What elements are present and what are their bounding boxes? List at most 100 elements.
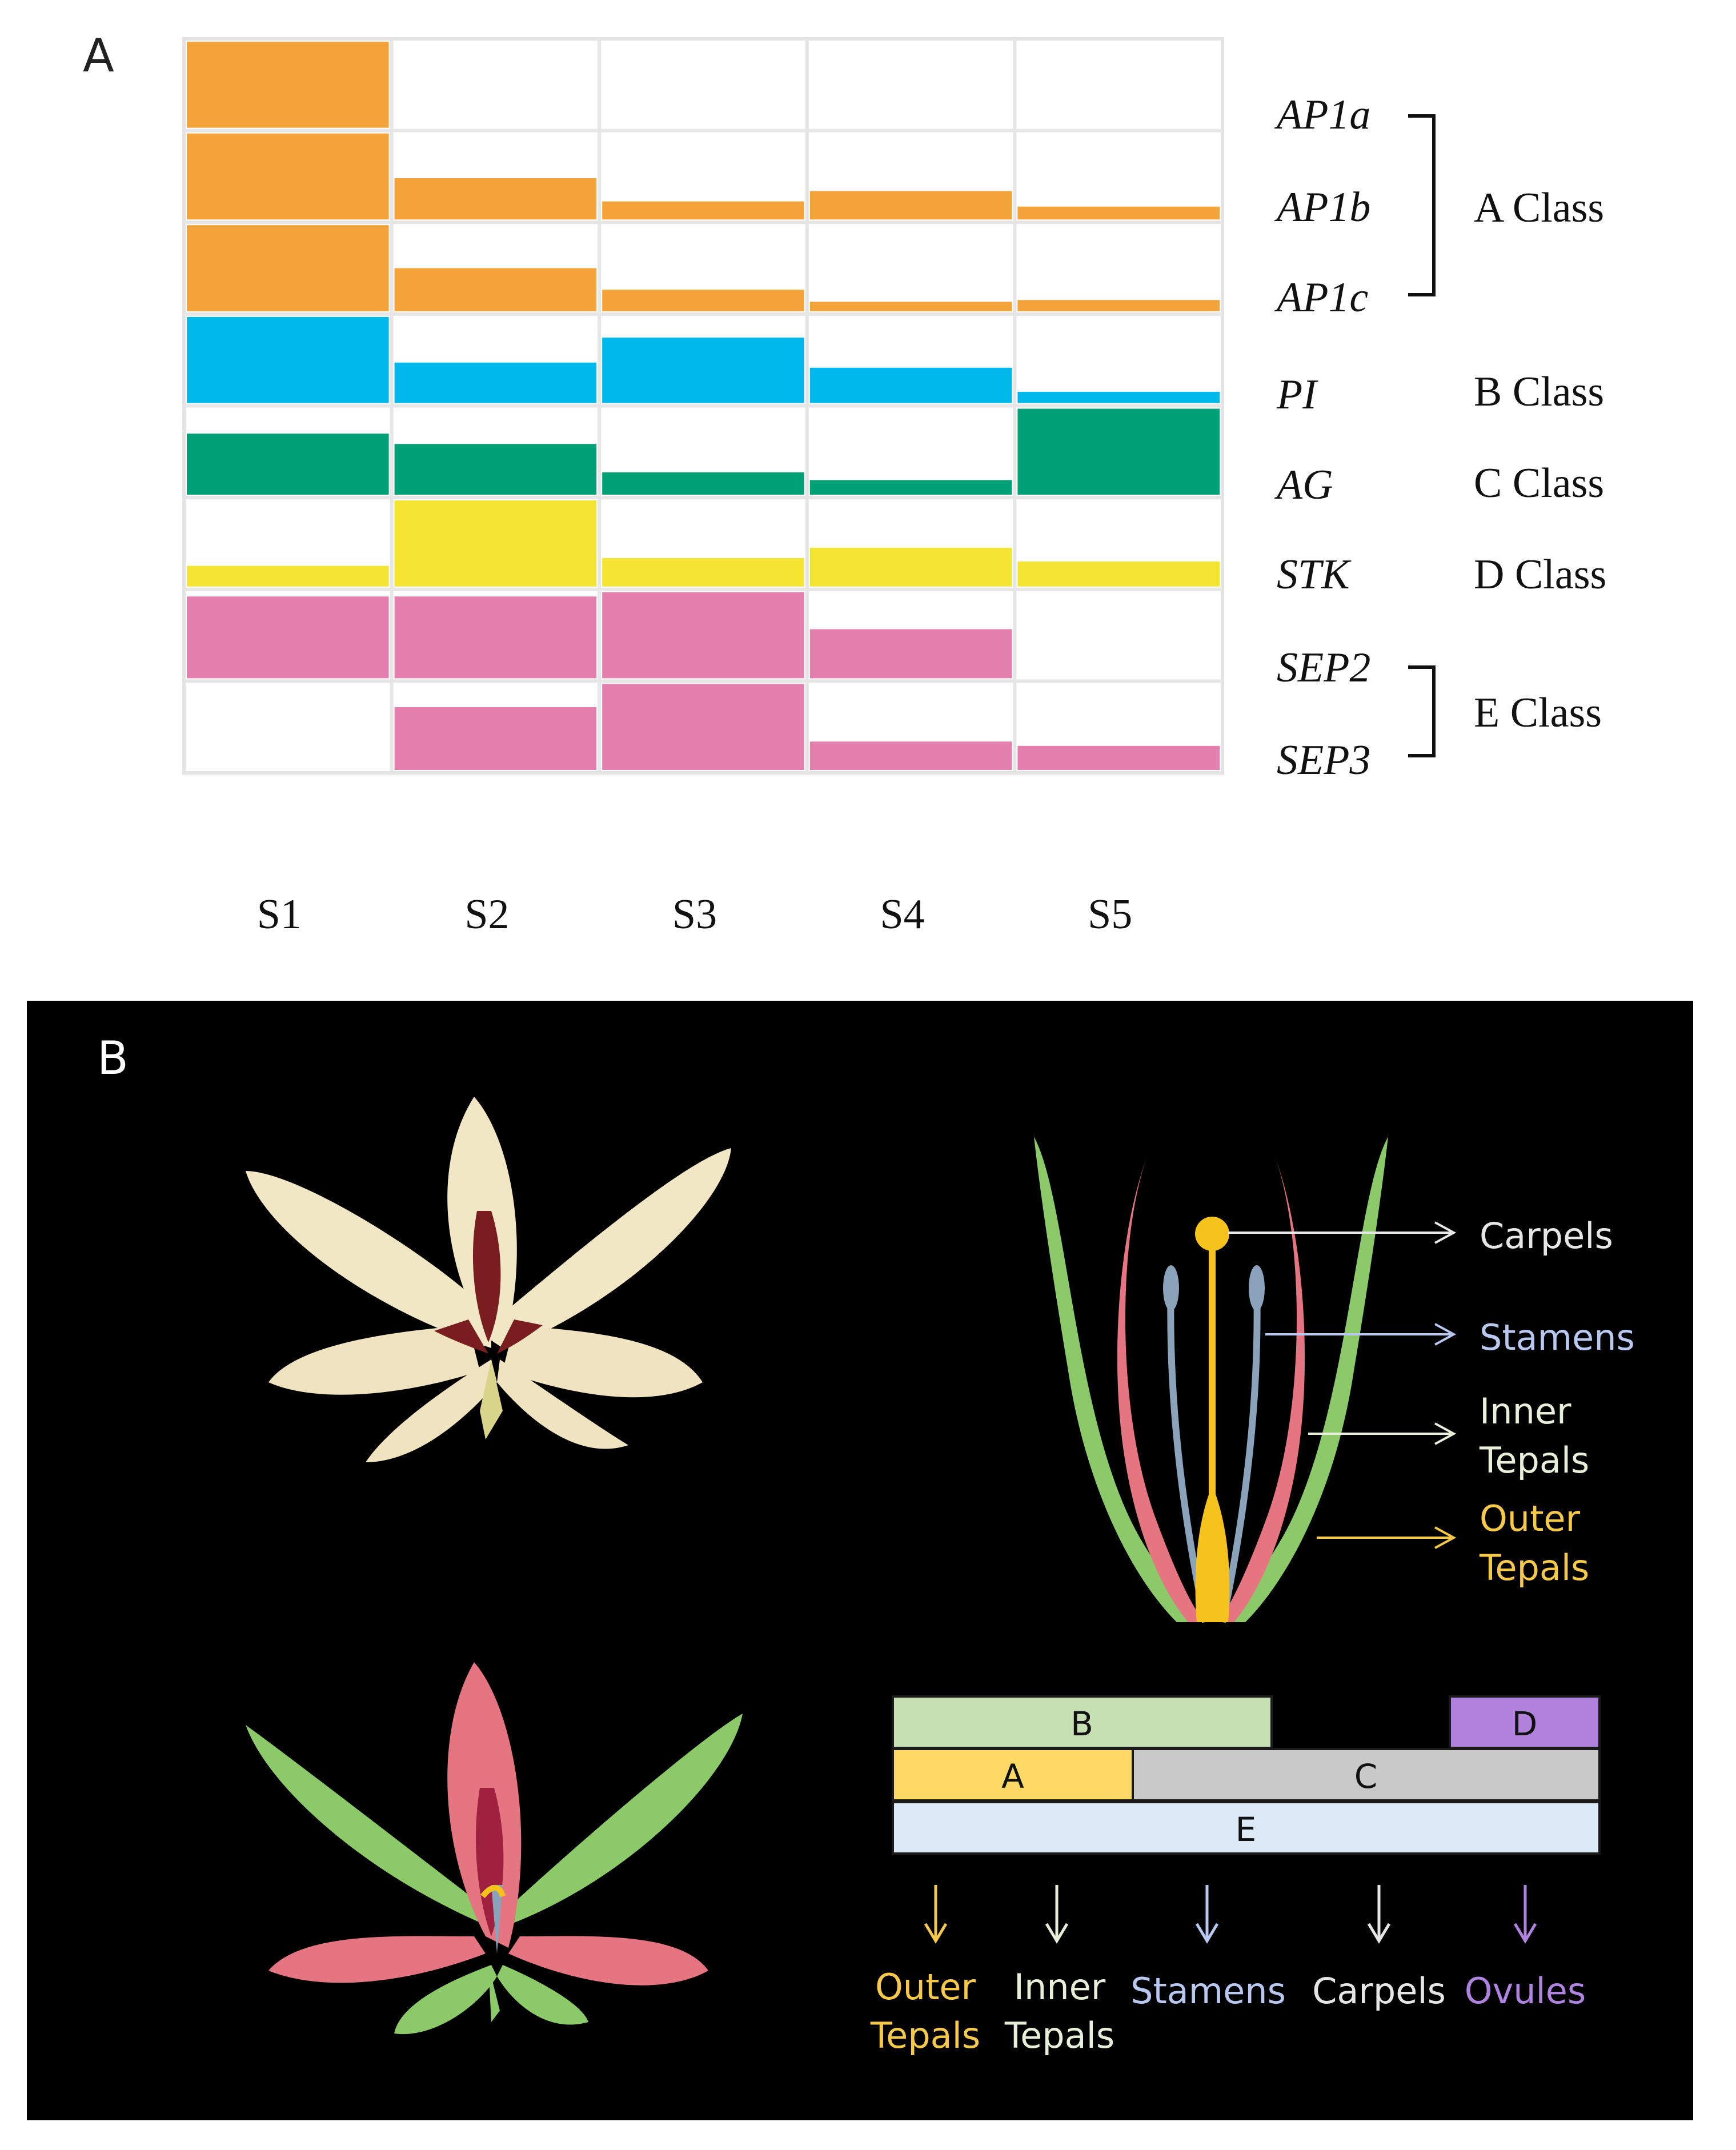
a-box: [892, 1748, 1134, 1802]
b-box-label: B: [1071, 1704, 1093, 1743]
bar-sep3-s4: [809, 741, 1012, 770]
c-box: [1132, 1748, 1601, 1802]
bar-ap1c-s4: [809, 302, 1012, 311]
d-class-label: D Class: [1474, 551, 1606, 598]
stage-label-s4: S4: [880, 891, 925, 938]
label-inner-tepals-2: Tepals: [1479, 1439, 1589, 1481]
bar-ap1a-s1: [187, 42, 389, 128]
label-outer-tepals-2: Tepals: [1479, 1547, 1589, 1589]
panel-b: B: [27, 1001, 1693, 2120]
bar-ap1c-s2: [394, 268, 597, 311]
bar-ag-s1: [187, 434, 389, 495]
a-box-label: A: [1001, 1757, 1024, 1796]
flower-colored-model: [246, 1662, 743, 2035]
bar-sep2-s4: [809, 629, 1012, 679]
bar-sep2-s2: [394, 596, 597, 679]
inner-tepal-right: [1217, 1154, 1305, 1622]
inner-tepal-left: [1117, 1154, 1205, 1622]
bar-sep2-s3: [602, 592, 804, 679]
carpel-ovary: [1195, 1485, 1230, 1622]
heatmap-cells: [187, 42, 1220, 770]
bar-ag-s2: [394, 444, 597, 495]
gene-label-ap1a: AP1a: [1274, 91, 1370, 138]
bar-ag-s4: [809, 480, 1012, 495]
c-class-label: C Class: [1474, 460, 1604, 507]
floral-organ-schematic: [1034, 1137, 1388, 1623]
abcde-model: B D A C E: [892, 1695, 1601, 1855]
bottom-outer-2: Tepals: [870, 2015, 980, 2056]
bar-stk-s3: [602, 558, 804, 587]
stage-label-s3: S3: [672, 891, 717, 938]
gene-label-ap1c: AP1c: [1274, 274, 1368, 321]
label-inner-tepals-1: Inner: [1480, 1390, 1571, 1432]
e-box-label: E: [1236, 1810, 1257, 1849]
bar-ap1b-s3: [602, 201, 804, 220]
b-box: [892, 1695, 1273, 1749]
gene-label-ag: AG: [1274, 462, 1333, 508]
gene-label-sep2: SEP2: [1277, 644, 1370, 691]
c-box-label: C: [1354, 1757, 1378, 1796]
a-class-bracket: [1408, 114, 1436, 296]
stamen-right: [1219, 1285, 1261, 1623]
b-class-label: B Class: [1474, 368, 1604, 415]
d-box: [1449, 1695, 1601, 1749]
bottom-inner-1: Inner: [1014, 1966, 1106, 2008]
bar-ag-s3: [602, 472, 804, 495]
bar-stk-s5: [1017, 561, 1220, 587]
gene-label-pi: PI: [1276, 371, 1318, 418]
bottom-inner-2: Tepals: [1004, 2015, 1114, 2056]
outer-tepal-left: [1034, 1137, 1205, 1622]
bar-sep2-s1: [187, 596, 389, 679]
heatmap-gridlines: [184, 39, 1222, 773]
label-outer-tepals-1: Outer: [1480, 1498, 1581, 1539]
bar-ap1c-s3: [602, 290, 804, 311]
label-carpels: Carpels: [1480, 1215, 1613, 1257]
gene-label-stk: STK: [1277, 551, 1352, 598]
down-arrows: [924, 1885, 1537, 1944]
bar-sep3-s3: [602, 684, 804, 770]
gene-labels: AP1a AP1b AP1c PI AG STK SEP2 SEP3: [1274, 91, 1370, 784]
bottom-ovules: Ovules: [1465, 1970, 1586, 2012]
gene-label-ap1b: AP1b: [1274, 184, 1370, 231]
stage-label-s1: S1: [257, 891, 302, 938]
label-stamens: Stamens: [1480, 1317, 1635, 1358]
bar-pi-s2: [394, 362, 597, 403]
bar-pi-s3: [602, 338, 804, 403]
carpel-style: [1209, 1234, 1216, 1497]
d-box-label: D: [1512, 1704, 1538, 1743]
bar-pi-s4: [809, 367, 1012, 403]
panel-a: A AP1a AP1b AP1c PI AG STK SEP2 SEP3 S1 S2 S3 S4 S5…: [83, 29, 1606, 938]
bottom-carpels: Carpels: [1312, 1970, 1446, 2012]
bar-ap1b-s5: [1017, 206, 1220, 220]
outer-tepal-right: [1217, 1137, 1388, 1622]
bar-ap1b-s1: [187, 133, 389, 220]
bar-sep3-s2: [394, 707, 597, 770]
e-class-bracket: [1408, 665, 1436, 757]
bottom-stamens: Stamens: [1130, 1970, 1286, 2012]
bar-ap1c-s1: [187, 225, 389, 311]
panel-b-background: [27, 1001, 1693, 2120]
organ-arrows: [1228, 1221, 1457, 1549]
panel-b-label: B: [97, 1032, 129, 1085]
bar-ap1b-s4: [809, 191, 1012, 220]
bar-ap1c-s5: [1017, 300, 1220, 311]
stage-label-s5: S5: [1088, 891, 1132, 938]
carpel-stigma: [1195, 1217, 1229, 1251]
bar-stk-s4: [809, 547, 1012, 587]
bar-stk-s1: [187, 565, 389, 587]
flower-photo-cream: [246, 1097, 731, 1462]
stage-label-s2: S2: [464, 891, 509, 938]
bar-stk-s2: [394, 500, 597, 587]
a-class-label: A Class: [1474, 184, 1604, 231]
bottom-outer-1: Outer: [875, 1966, 976, 2008]
e-box: [892, 1801, 1601, 1855]
bar-pi-s5: [1017, 391, 1220, 403]
gene-label-sep3: SEP3: [1277, 737, 1370, 784]
bar-ag-s5: [1017, 408, 1220, 495]
stage-labels: S1 S2 S3 S4 S5: [257, 891, 1133, 938]
e-class-label: E Class: [1474, 689, 1602, 736]
bar-ap1b-s2: [394, 178, 597, 220]
panel-a-label: A: [83, 29, 114, 82]
bar-sep3-s5: [1017, 745, 1220, 770]
